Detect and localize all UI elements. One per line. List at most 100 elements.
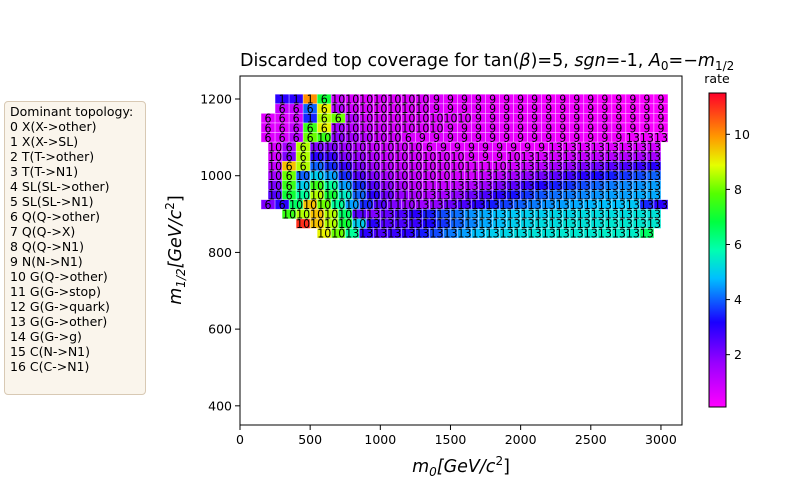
cell-label: 13 bbox=[479, 168, 493, 183]
colorbar-tick-label: 10 bbox=[734, 127, 750, 142]
cell-label: 9 bbox=[615, 111, 622, 126]
x-tick-label: 0 bbox=[236, 432, 244, 447]
cell-label: 10 bbox=[507, 149, 521, 164]
cell-label: 13 bbox=[429, 197, 443, 212]
cell-label: 6 bbox=[321, 120, 328, 135]
cell-label: 13 bbox=[584, 226, 598, 241]
cell-label: 13 bbox=[436, 207, 450, 222]
cell-label: 9 bbox=[629, 101, 636, 116]
cell-label: 13 bbox=[450, 207, 464, 222]
cell-label: 10 bbox=[310, 149, 324, 164]
cell-label: 6 bbox=[279, 130, 286, 145]
cell-label: 10 bbox=[331, 101, 345, 116]
cell-label: 10 bbox=[415, 111, 429, 126]
cell-label: 13 bbox=[549, 168, 563, 183]
cell-label: 13 bbox=[647, 139, 661, 154]
cell-label: 9 bbox=[615, 130, 622, 145]
cell-label: 11 bbox=[352, 207, 366, 222]
cell-label: 13 bbox=[605, 207, 619, 222]
cell-label: 10 bbox=[408, 168, 422, 183]
cell-label: 13 bbox=[605, 187, 619, 202]
cell-label: 13 bbox=[521, 149, 535, 164]
cell-label: 6 bbox=[405, 130, 412, 145]
cell-label: 13 bbox=[640, 130, 654, 145]
cell-label: 9 bbox=[643, 92, 650, 107]
cell-label: 13 bbox=[415, 197, 429, 212]
cell-label: 13 bbox=[422, 216, 436, 231]
cell-label: 13 bbox=[380, 216, 394, 231]
cell-label: 13 bbox=[570, 226, 584, 241]
cell-label: 9 bbox=[601, 111, 608, 126]
cell-label: 9 bbox=[629, 111, 636, 126]
cell-label: 10 bbox=[450, 149, 464, 164]
cell-label: 10 bbox=[415, 120, 429, 135]
x-tick-label: 1000 bbox=[364, 432, 396, 447]
cell-label: 13 bbox=[626, 226, 640, 241]
cell-label: 10 bbox=[324, 149, 338, 164]
cell-label: 9 bbox=[657, 111, 664, 126]
cell-label: 10 bbox=[387, 120, 401, 135]
cell-label: 13 bbox=[563, 187, 577, 202]
cell-label: 9 bbox=[433, 92, 440, 107]
cell-label: 13 bbox=[647, 168, 661, 183]
cell-label: 9 bbox=[489, 111, 496, 126]
colorbar-tick-label: 6 bbox=[734, 237, 742, 252]
legend-item: 2 T(T->other) bbox=[10, 149, 95, 164]
cell-label: 10 bbox=[366, 187, 380, 202]
cell-label: 9 bbox=[517, 130, 524, 145]
cell-label: 13 bbox=[619, 159, 633, 174]
cell-label: 6 bbox=[265, 197, 272, 212]
cell-label: 10 bbox=[352, 216, 366, 231]
cell-label: 10 bbox=[289, 197, 303, 212]
cell-label: 9 bbox=[545, 120, 552, 135]
cell-label: 13 bbox=[598, 197, 612, 212]
cell-label: 13 bbox=[394, 216, 408, 231]
cell-label: 13 bbox=[591, 149, 605, 164]
cell-label: 6 bbox=[286, 178, 293, 193]
cell-label: 13 bbox=[605, 216, 619, 231]
cell-label: 13 bbox=[633, 149, 647, 164]
cell-label: 10 bbox=[373, 101, 387, 116]
cell-label: 13 bbox=[619, 149, 633, 164]
y-tick-label: 400 bbox=[208, 398, 232, 413]
cell-label: 13 bbox=[535, 168, 549, 183]
cell-label: 13 bbox=[612, 226, 626, 241]
legend-item: 4 SL(SL->other) bbox=[10, 179, 110, 194]
cell-label: 13 bbox=[465, 187, 479, 202]
cell-label: 10 bbox=[373, 130, 387, 145]
cell-label: 9 bbox=[503, 120, 510, 135]
cell-label: 10 bbox=[345, 101, 359, 116]
cell-label: 6 bbox=[300, 139, 307, 154]
cell-label: 10 bbox=[366, 159, 380, 174]
cell-label: 9 bbox=[601, 92, 608, 107]
topology-legend: Dominant topology: 0 X(X->other) 1 X(X->S… bbox=[4, 101, 146, 395]
cell-label: 10 bbox=[373, 92, 387, 107]
cell-label: 13 bbox=[486, 197, 500, 212]
cell-label: 10 bbox=[373, 197, 387, 212]
cell-label: 10 bbox=[324, 159, 338, 174]
cell-label: 10 bbox=[331, 197, 345, 212]
cell-label: 10 bbox=[387, 101, 401, 116]
cell-label: 9 bbox=[461, 92, 468, 107]
cell-label: 13 bbox=[472, 197, 486, 212]
cell-label: 9 bbox=[503, 101, 510, 116]
legend-item: 10 G(Q->other) bbox=[10, 269, 108, 284]
cell-label: 9 bbox=[461, 120, 468, 135]
legend-item: 5 SL(SL->N1) bbox=[10, 194, 94, 209]
y-tick-label: 1200 bbox=[200, 92, 232, 107]
cell-label: 6 bbox=[286, 149, 293, 164]
cell-label: 10 bbox=[303, 197, 317, 212]
cell-label: 9 bbox=[629, 92, 636, 107]
cell-label: 9 bbox=[482, 139, 489, 154]
cell-label: 10 bbox=[394, 178, 408, 193]
cell-label: 6 bbox=[286, 168, 293, 183]
cell-label: 6 bbox=[293, 120, 300, 135]
cell-label: 13 bbox=[542, 226, 556, 241]
cell-label: 10 bbox=[422, 159, 436, 174]
cell-label: 9 bbox=[559, 101, 566, 116]
legend-item: 0 X(X->other) bbox=[10, 119, 97, 134]
cell-label: 10 bbox=[450, 159, 464, 174]
cell-label: 10 bbox=[366, 178, 380, 193]
cell-label: 10 bbox=[338, 159, 352, 174]
cell-label: 10 bbox=[380, 159, 394, 174]
